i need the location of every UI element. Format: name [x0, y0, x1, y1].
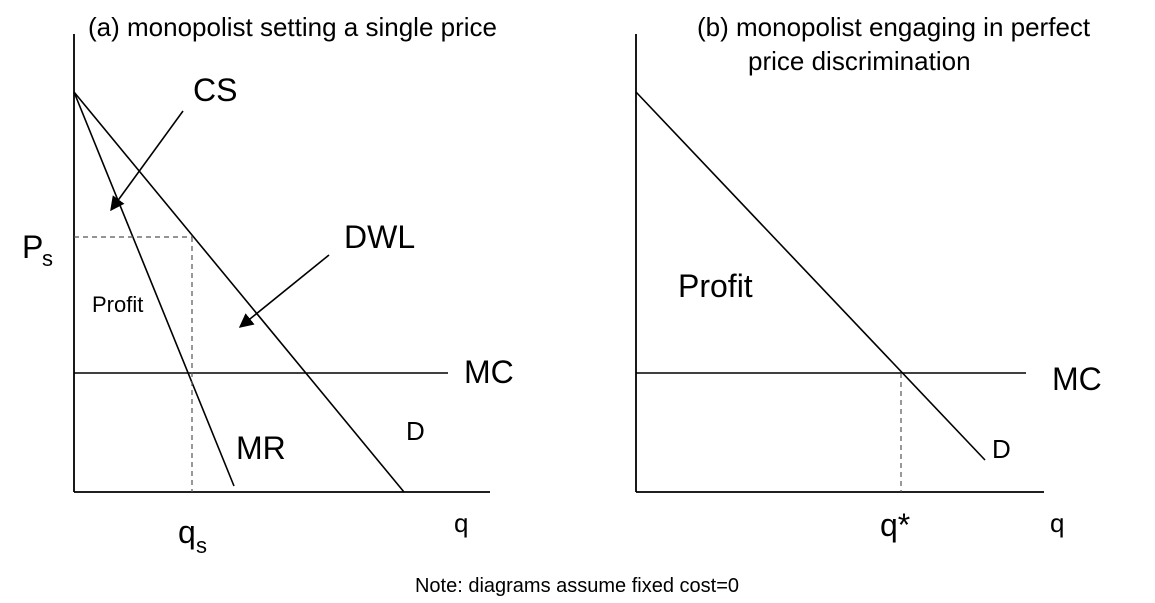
quantity-qs-main: q [178, 514, 196, 550]
panel-a-mc-label: MC [464, 354, 514, 390]
panel-a-demand-curve [73, 91, 405, 493]
cs-arrow [110, 110, 184, 212]
panel-b-demand-curve [635, 91, 986, 461]
panel-b-title-line1: (b) monopolist engaging in perfect [697, 12, 1091, 42]
qstar-label: q* [880, 507, 910, 543]
dwl-arrow [238, 254, 330, 328]
panel-a: (a) monopolist setting a single price CS… [22, 12, 514, 558]
panel-a-profit-label: Profit [92, 292, 143, 317]
panel-b-profit-label: Profit [678, 268, 753, 304]
price-ps-label: P s [22, 229, 53, 271]
panel-a-d-label: D [406, 416, 425, 446]
panel-a-mr-curve [73, 91, 235, 487]
panel-b: (b) monopolist engaging in perfect price… [635, 12, 1102, 543]
panel-b-title-line2: price discrimination [748, 46, 971, 76]
panel-a-x-axis-label: q [454, 508, 468, 538]
footnote: Note: diagrams assume fixed cost=0 [415, 575, 739, 597]
price-ps-subscript: s [42, 246, 53, 271]
quantity-qs-label: q s [178, 514, 207, 558]
mr-label: MR [236, 430, 286, 466]
panel-b-d-label: D [992, 434, 1011, 464]
price-ps-main: P [22, 229, 43, 265]
dwl-label: DWL [344, 219, 415, 255]
panel-a-title: (a) monopolist setting a single price [88, 12, 497, 42]
panel-b-mc-label: MC [1052, 361, 1102, 397]
quantity-qs-subscript: s [196, 533, 207, 558]
panel-b-x-axis-label: q [1050, 508, 1064, 538]
cs-label: CS [193, 72, 237, 108]
